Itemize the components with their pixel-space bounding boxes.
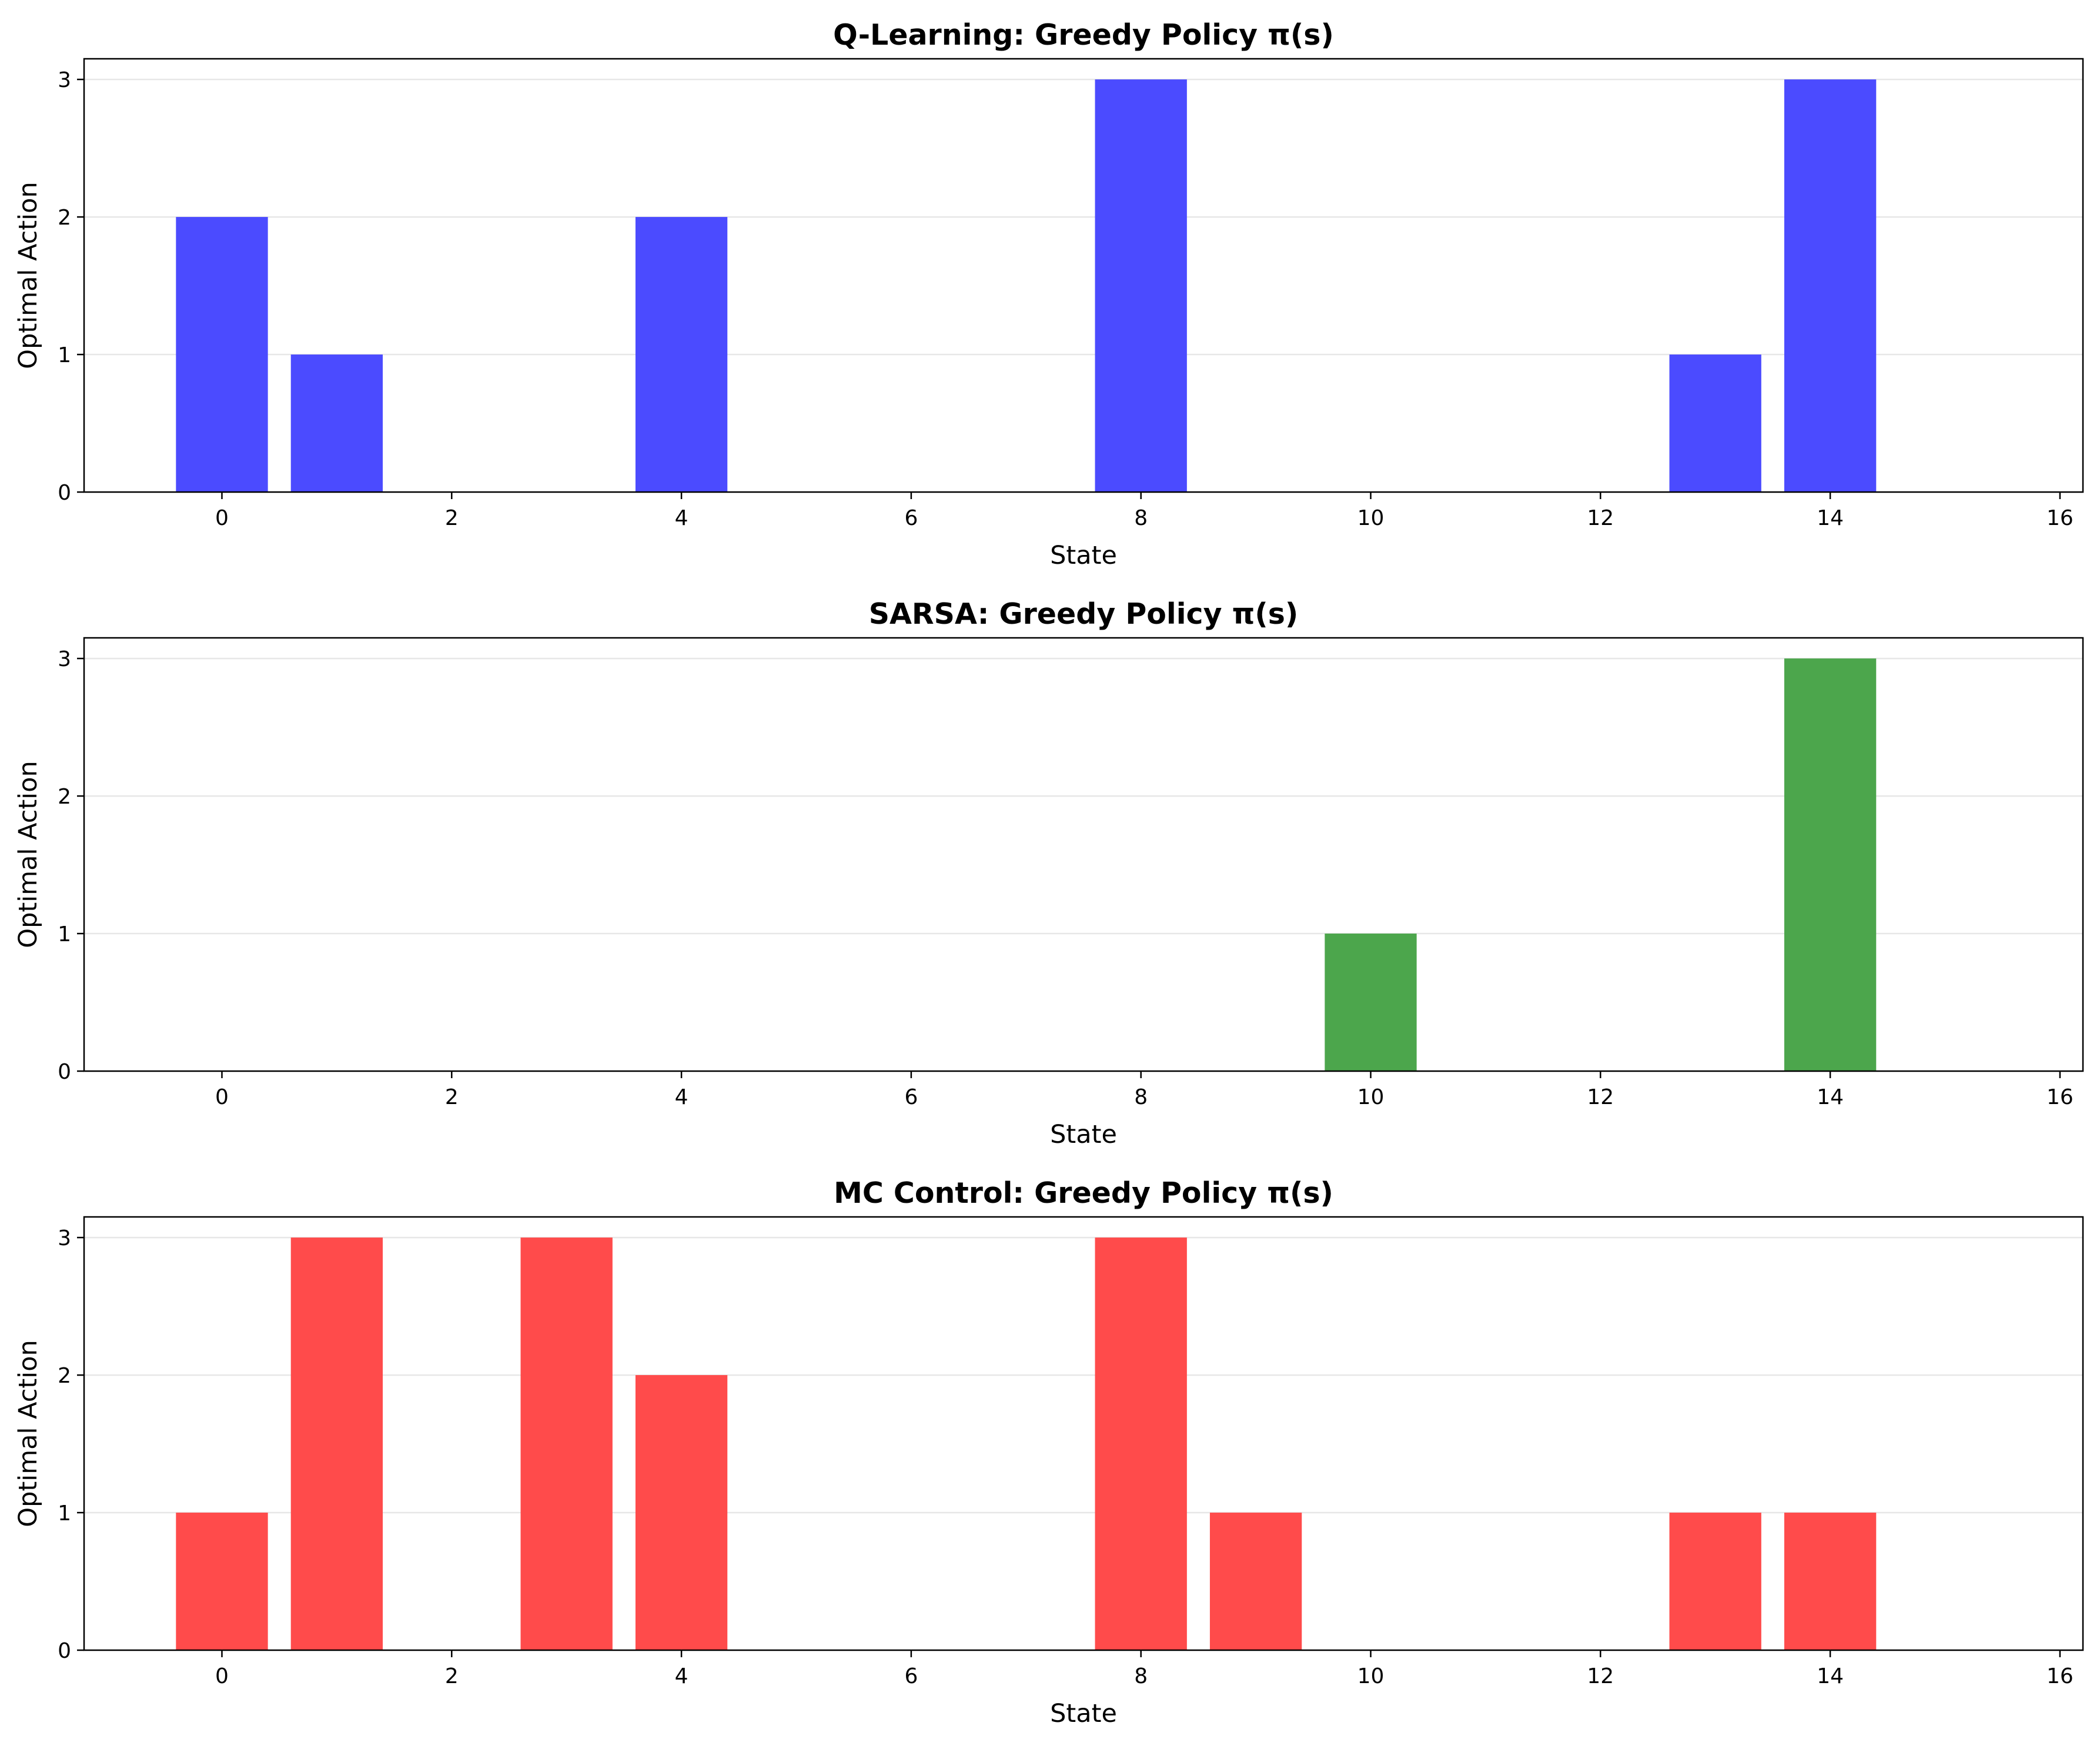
- bar-state-8: [1095, 1237, 1187, 1650]
- x-tick-label: 16: [2047, 506, 2074, 530]
- y-tick-label: 1: [58, 922, 71, 946]
- bar-state-13: [1669, 354, 1761, 492]
- bar-state-4: [635, 217, 728, 492]
- y-tick-label: 3: [58, 1226, 71, 1250]
- x-tick-label: 4: [675, 1664, 688, 1688]
- y-axis-label: Optimal Action: [14, 182, 43, 369]
- y-tick-label: 2: [58, 785, 71, 809]
- y-tick-label: 3: [58, 647, 71, 671]
- y-axis-label: Optimal Action: [14, 1340, 43, 1527]
- x-tick-label: 6: [904, 1085, 918, 1109]
- bar-state-14: [1784, 79, 1877, 493]
- y-tick-label: 3: [58, 68, 71, 92]
- x-tick-label: 12: [1587, 506, 1614, 530]
- x-tick-label: 2: [445, 1664, 459, 1688]
- bar-state-13: [1669, 1513, 1761, 1650]
- chart-title: SARSA: Greedy Policy π(s): [869, 597, 1299, 631]
- x-tick-label: 8: [1134, 1664, 1148, 1688]
- bar-state-9: [1209, 1513, 1302, 1650]
- y-tick-label: 0: [58, 481, 71, 505]
- y-tick-label: 1: [58, 1501, 71, 1526]
- x-tick-label: 4: [675, 1085, 688, 1109]
- bar-state-3: [520, 1237, 613, 1650]
- bar-state-10: [1325, 934, 1417, 1071]
- x-axis-label: State: [1050, 1120, 1117, 1149]
- x-tick-label: 0: [215, 1085, 229, 1109]
- x-tick-label: 4: [675, 506, 688, 530]
- x-axis-label: State: [1050, 1699, 1117, 1728]
- x-tick-label: 0: [215, 506, 229, 530]
- bar-state-1: [290, 1237, 383, 1650]
- x-tick-label: 8: [1134, 506, 1148, 530]
- bar-state-14: [1784, 658, 1877, 1071]
- x-tick-label: 16: [2047, 1085, 2074, 1109]
- x-axis-label: State: [1050, 541, 1117, 570]
- bar-state-4: [635, 1375, 728, 1650]
- y-axis-label: Optimal Action: [14, 761, 43, 948]
- plot-frame: [83, 1216, 2084, 1651]
- x-tick-label: 6: [904, 506, 918, 530]
- x-tick-label: 8: [1134, 1085, 1148, 1109]
- x-tick-label: 12: [1587, 1085, 1614, 1109]
- x-tick-label: 14: [1817, 1664, 1844, 1688]
- y-tick-label: 1: [58, 343, 71, 367]
- y-tick-label: 2: [58, 1364, 71, 1388]
- plot-frame: [83, 637, 2084, 1072]
- y-tick-label: 0: [58, 1639, 71, 1663]
- bar-state-0: [176, 217, 268, 492]
- y-tick-label: 2: [58, 206, 71, 230]
- x-tick-label: 10: [1357, 1085, 1385, 1109]
- x-tick-label: 12: [1587, 1664, 1614, 1688]
- plot-frame: [83, 58, 2084, 493]
- x-tick-label: 0: [215, 1664, 229, 1688]
- bar-state-0: [176, 1513, 268, 1650]
- bar-state-8: [1095, 79, 1187, 493]
- bar-state-14: [1784, 1513, 1877, 1650]
- x-tick-label: 2: [445, 506, 459, 530]
- bar-state-1: [290, 354, 383, 492]
- x-tick-label: 10: [1357, 506, 1385, 530]
- x-tick-label: 14: [1817, 506, 1844, 530]
- y-tick-label: 0: [58, 1060, 71, 1084]
- x-tick-label: 16: [2047, 1664, 2074, 1688]
- chart-title: Q-Learning: Greedy Policy π(s): [833, 18, 1334, 52]
- x-tick-label: 6: [904, 1664, 918, 1688]
- chart-title: MC Control: Greedy Policy π(s): [834, 1176, 1333, 1210]
- x-tick-label: 14: [1817, 1085, 1844, 1109]
- x-tick-label: 10: [1357, 1664, 1385, 1688]
- x-tick-label: 2: [445, 1085, 459, 1109]
